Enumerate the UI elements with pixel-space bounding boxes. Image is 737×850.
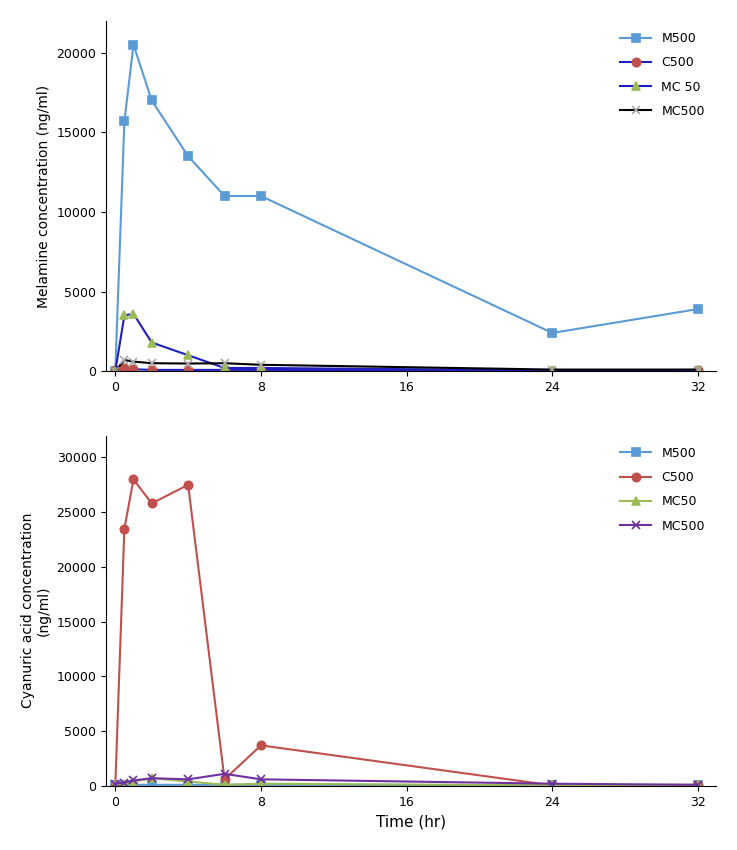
Line: MC500: MC500 [111, 770, 702, 789]
Line: C500: C500 [111, 475, 702, 790]
MC500 [694, 365, 702, 375]
MC 50 [129, 309, 138, 319]
MC500 [184, 359, 192, 369]
MC500 [120, 778, 129, 788]
M500 [147, 95, 156, 105]
X-axis label: Time (hr): Time (hr) [376, 814, 446, 829]
C500 [256, 365, 265, 375]
MC500 [111, 779, 119, 789]
M500 [548, 780, 556, 791]
Line: MC 50: MC 50 [111, 309, 702, 376]
MC500 [220, 358, 229, 368]
MC500 [694, 779, 702, 790]
MC 50 [256, 363, 265, 373]
MC50 [184, 776, 192, 786]
Legend: M500, C500, MC50, MC500: M500, C500, MC50, MC500 [615, 442, 710, 537]
MC 50 [111, 366, 119, 377]
MC500 [147, 774, 156, 784]
M500 [694, 304, 702, 314]
M500 [129, 779, 138, 790]
MC 50 [120, 310, 129, 320]
MC500 [548, 779, 556, 789]
M500 [220, 191, 229, 201]
Line: MC500: MC500 [111, 356, 702, 376]
Y-axis label: Melamine concentration (ng/ml): Melamine concentration (ng/ml) [37, 84, 51, 308]
MC500 [129, 356, 138, 366]
M500 [256, 191, 265, 201]
M500 [256, 779, 265, 790]
MC 50 [548, 366, 556, 376]
C500 [120, 524, 129, 534]
M500 [184, 151, 192, 162]
C500 [694, 779, 702, 790]
Line: C500: C500 [111, 364, 702, 375]
MC50 [111, 779, 119, 790]
MC 50 [220, 363, 229, 373]
MC500 [184, 774, 192, 785]
MC50 [220, 779, 229, 790]
C500 [129, 474, 138, 484]
MC50 [548, 780, 556, 791]
Line: MC50: MC50 [111, 774, 702, 790]
MC50 [694, 780, 702, 791]
M500 [111, 780, 119, 791]
MC500 [548, 365, 556, 375]
Y-axis label: Cyanuric acid concentration
(ng/ml): Cyanuric acid concentration (ng/ml) [21, 513, 51, 708]
M500 [548, 328, 556, 338]
C500 [256, 740, 265, 751]
Line: M500: M500 [111, 780, 702, 790]
Legend: M500, C500, MC 50, MC500: M500, C500, MC 50, MC500 [615, 27, 710, 123]
MC50 [129, 776, 138, 786]
C500 [548, 780, 556, 791]
C500 [111, 366, 119, 376]
MC 50 [147, 337, 156, 348]
C500 [548, 366, 556, 376]
C500 [120, 363, 129, 373]
M500 [120, 116, 129, 127]
C500 [129, 364, 138, 374]
MC500 [111, 366, 119, 377]
MC 50 [184, 350, 192, 360]
C500 [694, 365, 702, 375]
M500 [111, 366, 119, 377]
C500 [184, 479, 192, 490]
M500 [120, 780, 129, 791]
M500 [694, 780, 702, 791]
MC50 [147, 774, 156, 784]
MC500 [129, 775, 138, 785]
MC500 [256, 774, 265, 785]
C500 [184, 365, 192, 375]
M500 [147, 779, 156, 790]
MC500 [220, 768, 229, 779]
MC50 [120, 779, 129, 789]
C500 [111, 781, 119, 791]
C500 [147, 498, 156, 508]
MC500 [120, 355, 129, 366]
C500 [220, 774, 229, 785]
C500 [147, 365, 156, 375]
M500 [129, 40, 138, 50]
M500 [184, 779, 192, 790]
MC50 [256, 779, 265, 789]
MC 50 [694, 366, 702, 376]
MC500 [256, 360, 265, 370]
MC500 [147, 358, 156, 368]
C500 [220, 365, 229, 375]
Line: M500: M500 [111, 41, 702, 376]
M500 [220, 779, 229, 790]
